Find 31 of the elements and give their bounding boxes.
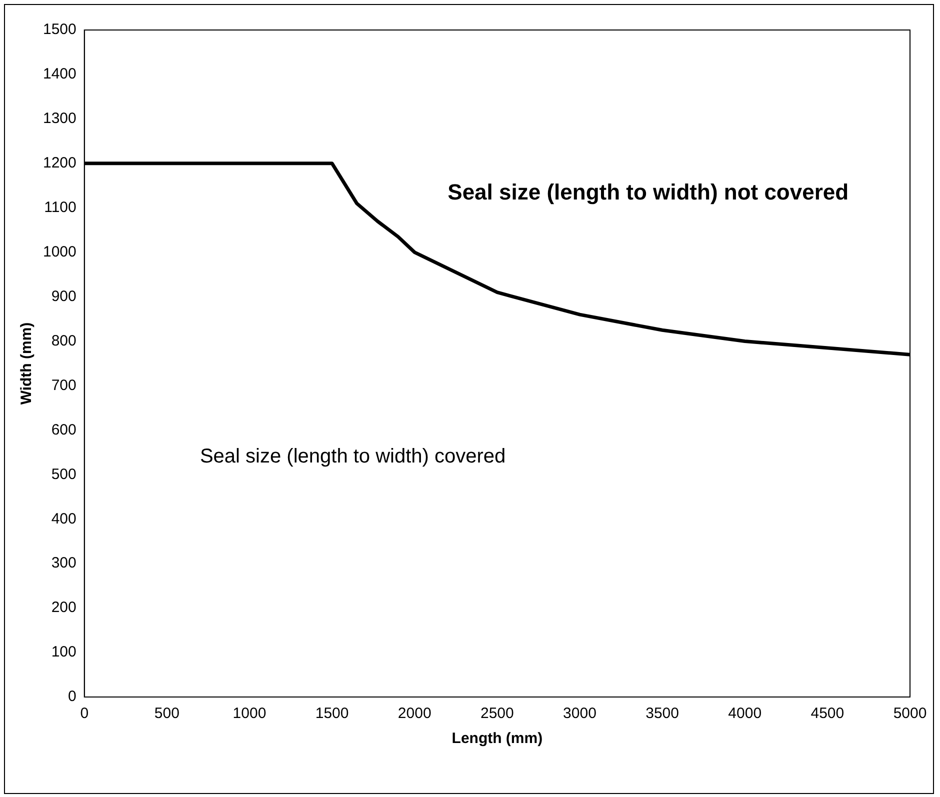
y-tick-label: 1200 [42,154,76,172]
x-tick-label: 2500 [480,705,514,722]
x-tick-label: 4000 [728,705,762,722]
x-tick-label: 500 [154,705,180,722]
annotation: Seal size (length to width) not covered [448,179,849,204]
y-tick-label: 1500 [42,21,76,38]
x-axis-title: Length (mm) [452,730,543,748]
y-tick-label: 400 [51,510,76,528]
y-tick-label: 100 [51,644,76,661]
x-tick-label: 0 [80,705,89,722]
x-tick-label: 4500 [810,705,844,722]
y-tick-label: 1300 [42,110,76,128]
y-tick-label: 0 [68,688,76,706]
y-tick-label: 300 [51,554,76,572]
y-tick-label: 200 [51,599,76,616]
x-tick-label: 5000 [893,705,927,722]
x-tick-label: 3500 [646,705,679,722]
x-tick-label: 3000 [563,705,596,722]
y-tick-label: 1100 [44,199,76,216]
x-tick-label: 1500 [315,705,349,722]
y-tick-label: 600 [51,421,76,438]
y-tick-label: 500 [51,466,76,483]
y-tick-label: 1000 [42,243,76,260]
annotation: Seal size (length to width) covered [200,445,506,468]
y-tick-label: 900 [51,288,76,305]
y-tick-label: 1400 [42,66,76,83]
y-tick-label: 800 [51,332,76,350]
y-tick-label: 700 [51,376,76,394]
x-tick-label: 2000 [398,705,432,722]
y-axis-title: Width (mm) [18,322,36,405]
x-tick-label: 1000 [232,705,266,722]
